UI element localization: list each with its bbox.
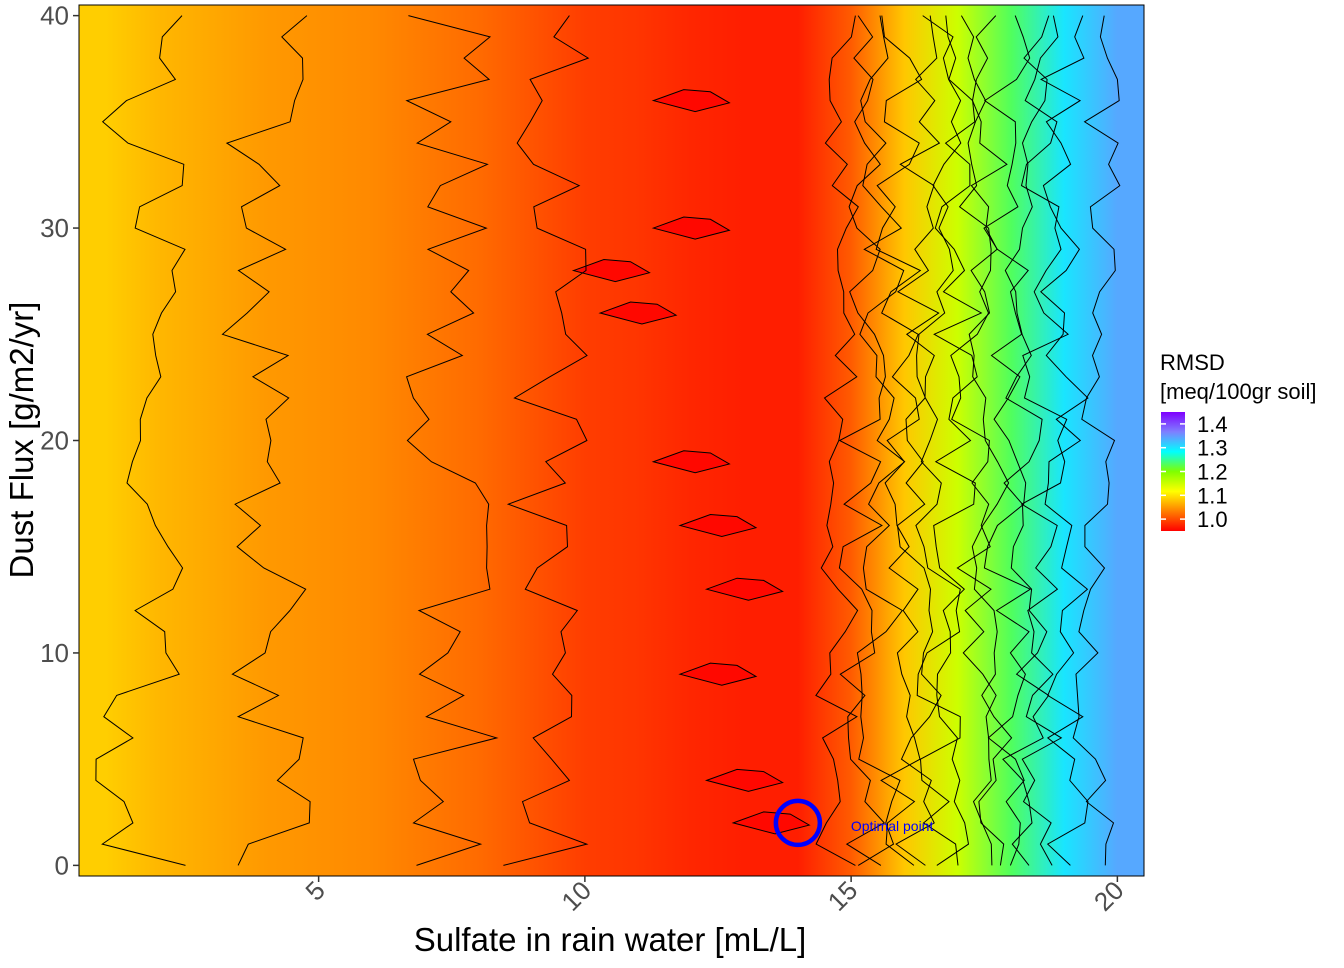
x-axis-title: Sulfate in rain water [mL/L] <box>414 921 807 958</box>
legend-ticks: 1.01.11.21.31.4 <box>1161 412 1228 532</box>
x-tick-label: 15 <box>822 875 864 917</box>
legend-title-line1: RMSD <box>1160 350 1225 375</box>
optimal-point-annotation: Optimal point <box>773 798 934 848</box>
contour-line <box>1072 15 1121 866</box>
contour-line <box>933 15 983 866</box>
y-tick-label: 0 <box>55 850 69 880</box>
contour-line <box>895 15 942 866</box>
x-tick-label: 20 <box>1088 875 1130 917</box>
contour-line <box>838 15 886 866</box>
contour-line <box>968 15 1013 866</box>
local-minimum-region <box>651 450 731 474</box>
optimal-point-label: Optimal point <box>851 818 934 834</box>
local-minimum-region <box>598 301 678 325</box>
legend-tick-label: 1.2 <box>1197 460 1228 485</box>
contour-line <box>915 15 962 866</box>
contour-line <box>983 15 1032 866</box>
local-minimum-region <box>651 89 731 113</box>
y-axis-title: Dust Flux [g/m2/yr] <box>3 302 40 579</box>
local-minimum-region <box>571 259 651 283</box>
contour-line <box>856 15 906 866</box>
y-axis: 0 10 20 30 40 <box>40 1 79 880</box>
contour-line <box>503 15 590 866</box>
y-tick-label: 20 <box>40 426 69 456</box>
local-minimum-region <box>704 768 784 792</box>
local-minimum-region <box>651 216 731 240</box>
legend: RMSD [meq/100gr soil] 1.01.11.21.31.4 <box>1160 350 1317 532</box>
y-tick-label: 30 <box>40 213 69 243</box>
heatmap-fill <box>79 5 1144 876</box>
x-tick-label: 5 <box>299 875 330 906</box>
legend-tick-label: 1.1 <box>1197 483 1228 508</box>
local-minima-layer <box>571 89 811 835</box>
optimal-point-marker <box>773 798 823 848</box>
contour-line <box>1002 15 1050 866</box>
contour-line <box>95 15 186 866</box>
local-minimum-region <box>704 577 784 601</box>
local-minimum-region <box>678 513 758 537</box>
plot-panel <box>78 4 1145 877</box>
y-tick-label: 10 <box>40 638 69 668</box>
local-minimum-region <box>678 662 758 686</box>
y-tick-label: 40 <box>40 1 69 31</box>
contour-line <box>221 15 311 866</box>
local-minimum-region <box>731 811 811 835</box>
legend-tick-label: 1.0 <box>1197 507 1228 532</box>
legend-tick-label: 1.3 <box>1197 436 1228 461</box>
legend-tick-label: 1.4 <box>1197 412 1228 437</box>
legend-title-line2: [meq/100gr soil] <box>1160 379 1317 404</box>
contour-lines <box>95 15 1121 866</box>
contour-line <box>1040 15 1089 866</box>
x-tick-label: 10 <box>555 875 597 917</box>
contour-line <box>1020 15 1070 866</box>
contour-line <box>950 15 997 866</box>
x-axis: 5 10 15 20 <box>299 875 1129 917</box>
contour-line <box>405 15 499 866</box>
